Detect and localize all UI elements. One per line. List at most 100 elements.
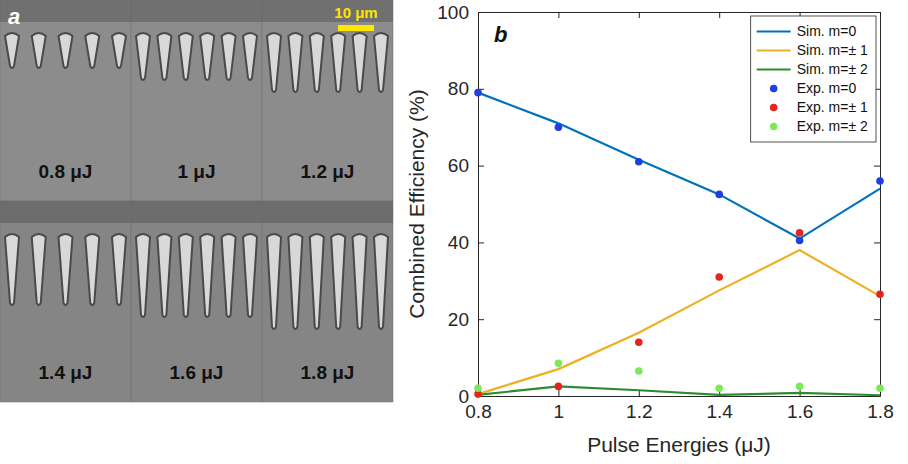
legend: Sim. m=0Sim. m=± 1Sim. m=± 2Exp. m=0Exp.… [751,16,876,142]
ablation-feature [331,33,345,92]
data-point [796,237,804,245]
ablation-feature [222,33,236,80]
tick-mark [719,12,720,18]
figure: 0.8 μJ1 μJ1.2 μJ1.4 μJ1.6 μJ1.8 μJa10 μm… [0,0,908,464]
data-point [555,360,563,368]
ablation-feature [5,234,19,305]
ablation-feature [112,33,126,68]
ablation-feature [59,33,73,68]
panel-label: b [494,22,507,47]
image-tile: 1 μJ [131,0,262,201]
tick-mark [639,12,640,18]
ablation-feature [310,234,324,329]
ablation-feature [374,33,388,92]
tick-mark [558,12,559,18]
tick [558,12,559,18]
tick [874,12,880,13]
data-point [876,290,884,298]
data-point [555,123,563,131]
tick-mark [874,319,880,320]
data-point [876,385,884,393]
image-tile: 0.8 μJ [0,0,131,201]
ablation-feature [157,234,171,317]
tick: 1.6 [787,390,813,422]
series-points [474,89,884,244]
tile-background [0,201,131,402]
tile-band [262,0,393,22]
tick-mark [874,166,880,167]
series-line [478,386,880,395]
tile-label: 1.2 μJ [301,161,355,182]
legend-swatch [770,123,778,131]
legend-swatch [757,30,791,32]
tile-background [262,0,393,201]
ablation-feature [374,234,388,329]
tick-label: 100 [437,2,469,23]
legend-label: Exp. m=0 [797,80,857,96]
ablation-feature [157,33,171,80]
legend-swatch [770,104,778,112]
data-point [635,158,643,166]
tick [874,242,880,243]
tile-label: 1.6 μJ [170,362,224,383]
axis-line [880,13,881,397]
legend-label: Sim. m=± 1 [797,42,868,58]
ablation-feature [288,33,302,92]
x-axis-title: Pulse Energies (μJ) [587,433,771,456]
tick-mark [478,319,484,320]
series-line [478,250,880,394]
tick-mark [558,390,559,396]
tick-label: 0 [458,386,469,407]
y-axis-title: Combined Efficiency (%) [405,89,428,319]
legend-label: Sim. m=± 2 [797,61,868,77]
data-point [715,191,723,199]
image-tile: 1.2 μJ [262,0,393,201]
tick: 20 [448,309,484,330]
tick-label: 80 [448,78,469,99]
ablation-feature [85,33,99,68]
tile-band [0,201,131,223]
ablation-feature [267,234,281,329]
tick: 100 [437,2,484,23]
ablation-feature [331,234,345,329]
legend-box [751,16,876,142]
tile-band [131,201,262,223]
image-tile: 1.6 μJ [131,201,262,402]
tile-background [262,201,393,402]
tick-label: 1.2 [626,401,652,422]
tick-label: 60 [448,155,469,176]
tile-label: 1.8 μJ [301,362,355,383]
ablation-feature [222,234,236,317]
axis-line [478,13,479,397]
tick-label: 1 [554,401,565,422]
scale-bar-label: 10 μm [334,4,377,21]
tick: 1 [554,390,565,422]
ablation-feature [200,234,214,317]
data-point [715,385,723,393]
scale-bar [338,25,374,31]
series-points [474,229,884,398]
tile-label: 0.8 μJ [39,161,93,182]
data-point [555,383,563,391]
legend-label: Exp. m=± 1 [797,99,868,115]
y-axis: 0 20 40 60 80 100 [437,2,484,407]
ablation-feature [353,33,367,92]
ablation-feature [59,234,73,305]
ablation-feature [136,33,150,80]
tick [719,12,720,18]
tick [874,319,880,320]
axis-line [479,396,881,397]
tick: 40 [448,232,484,253]
data-point [796,383,804,391]
tick-label: 0.8 [465,401,491,422]
ablation-feature [112,234,126,305]
tick-label: 1.4 [706,401,733,422]
legend-swatch [757,49,791,51]
tick: 60 [448,155,484,176]
legend-swatch [757,68,791,70]
tick-label: 1.6 [787,401,813,422]
ablation-feature [136,234,150,317]
data-point [715,273,723,281]
series-points [474,360,884,393]
tile-label: 1.4 μJ [39,362,93,383]
